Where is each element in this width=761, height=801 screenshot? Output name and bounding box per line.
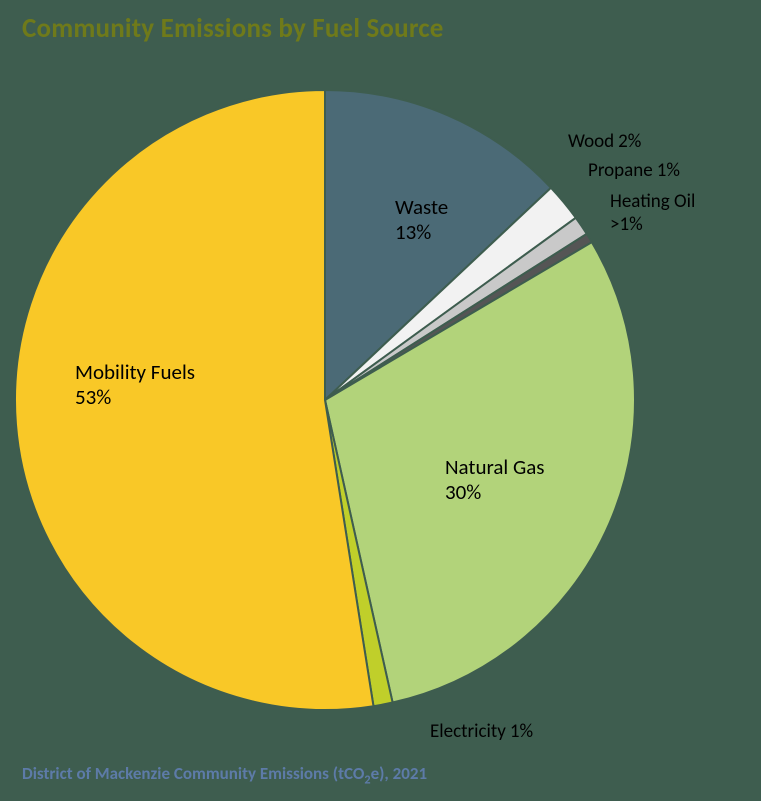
chart-title: Community Emissions by Fuel Source: [22, 12, 444, 45]
label-electricity: Electricity1%: [430, 720, 533, 743]
label-pct: >1%: [610, 213, 695, 236]
label-name: Electricity: [430, 720, 506, 743]
label-name: Propane: [588, 159, 653, 182]
label-name: Waste: [395, 194, 448, 220]
label-mobility: Mobility Fuels53%: [75, 360, 195, 410]
label-pct: 13%: [395, 220, 448, 245]
caption-prefix: District of Mackenzie Community Emission…: [22, 763, 364, 784]
label-name: Mobility Fuels: [75, 359, 195, 385]
caption-suffix: e), 2021: [371, 763, 428, 784]
label-name: Heating Oil: [610, 190, 695, 213]
label-pct: 1%: [657, 159, 680, 182]
label-pct: 53%: [75, 385, 195, 410]
label-propane: Propane1%: [588, 159, 680, 182]
label-pct: 30%: [445, 480, 545, 505]
label-name: Wood: [568, 130, 614, 153]
label-name: Natural Gas: [445, 454, 545, 480]
label-pct: 1%: [510, 720, 533, 743]
label-heating_oil: Heating Oil>1%: [610, 190, 695, 236]
chart-caption: District of Mackenzie Community Emission…: [22, 763, 427, 787]
label-pct: 2%: [618, 130, 641, 153]
label-wood: Wood2%: [568, 130, 641, 153]
label-waste: Waste13%: [395, 195, 448, 245]
label-natural_gas: Natural Gas30%: [445, 455, 545, 505]
